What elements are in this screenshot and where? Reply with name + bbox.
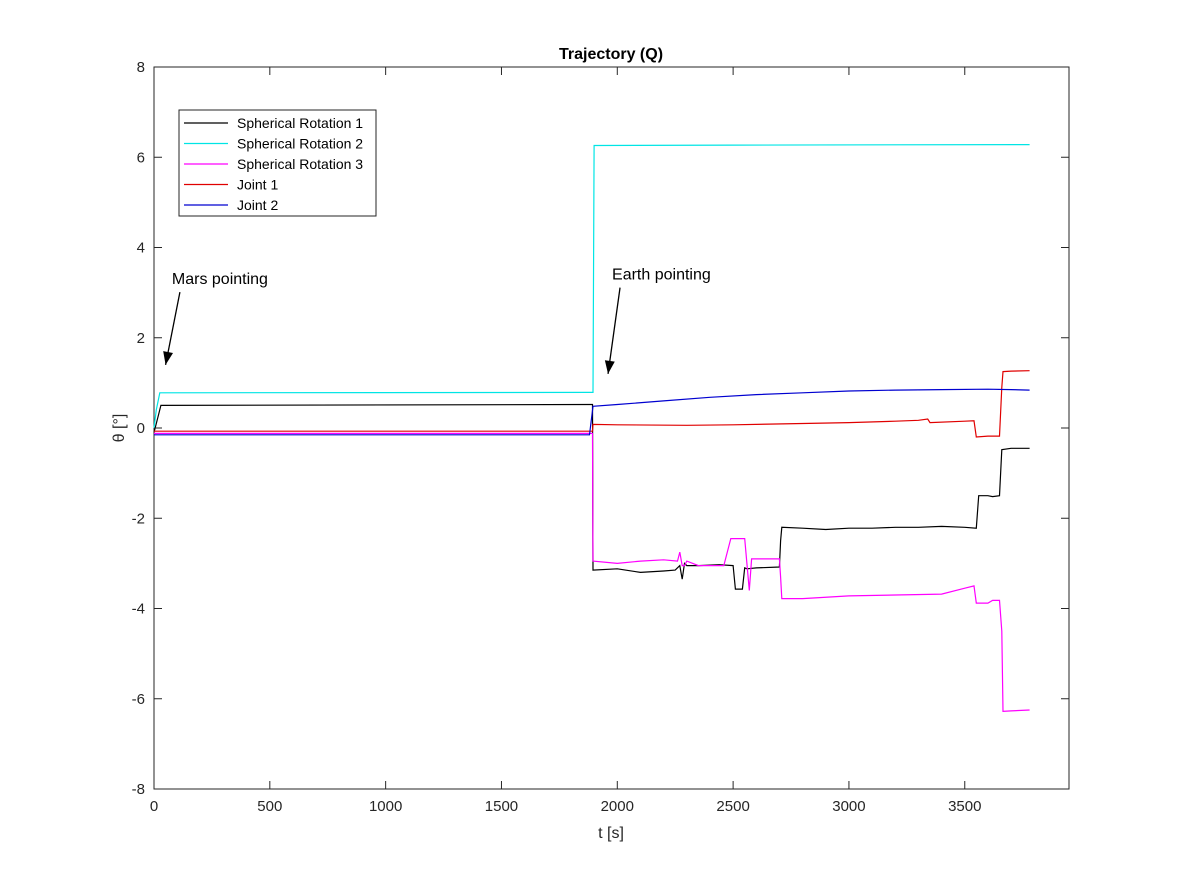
series-line-3 [154,432,1030,713]
y-tick-label: 4 [137,240,145,257]
y-tick-label: -4 [132,601,145,618]
x-tick-label: 3500 [948,798,981,815]
y-tick-label: -8 [132,781,145,798]
series-line-5 [154,388,1030,436]
legend-label-1: Spherical Rotation 1 [237,115,363,131]
series-line-2 [153,144,1030,429]
x-tick-label: 2000 [601,798,634,815]
annotation-arrow-shaft [607,287,621,374]
x-axis-label: t [s] [598,825,624,842]
legend-label-2: Spherical Rotation 2 [237,136,363,152]
x-tick-label: 1500 [485,798,518,815]
y-tick-label: -6 [132,691,145,708]
y-tick-label: 0 [137,420,145,437]
legend-label-4: Joint 1 [237,177,278,193]
chart-title: Trajectory (Q) [559,46,663,63]
legend-box [178,109,377,217]
y-tick-label: -2 [132,510,145,527]
annotation-label-2: Earth pointing [612,267,711,284]
annotation-label-1: Mars pointing [172,271,268,288]
annotation-layer: Mars pointing Earth pointing [163,267,711,374]
series-line-4 [154,370,1030,438]
annotation-arrow-head [163,351,174,365]
y-tick-label: 2 [137,330,145,347]
x-tick-label: 0 [150,798,158,815]
legend-label-3: Spherical Rotation 3 [237,156,363,172]
x-tick-label: 3000 [832,798,865,815]
annotation-arrow-head [604,360,615,374]
y-axis-label: θ [°] [111,414,128,443]
x-tick-label: 500 [257,798,282,815]
legend-label-5: Joint 2 [237,197,278,213]
x-tick-label: 2500 [716,798,749,815]
y-tick-label: 6 [137,149,145,166]
x-tick-label: 1000 [369,798,402,815]
y-tick-label: 8 [137,59,145,76]
series-layer [153,144,1030,713]
legend: Spherical Rotation 1 Spherical Rotation 2… [178,109,377,217]
tick-layer: 0 500 1000 1500 2000 2500 3000 3500 -8 -6 -4 -2 0 2 4 6… [132,59,1069,815]
